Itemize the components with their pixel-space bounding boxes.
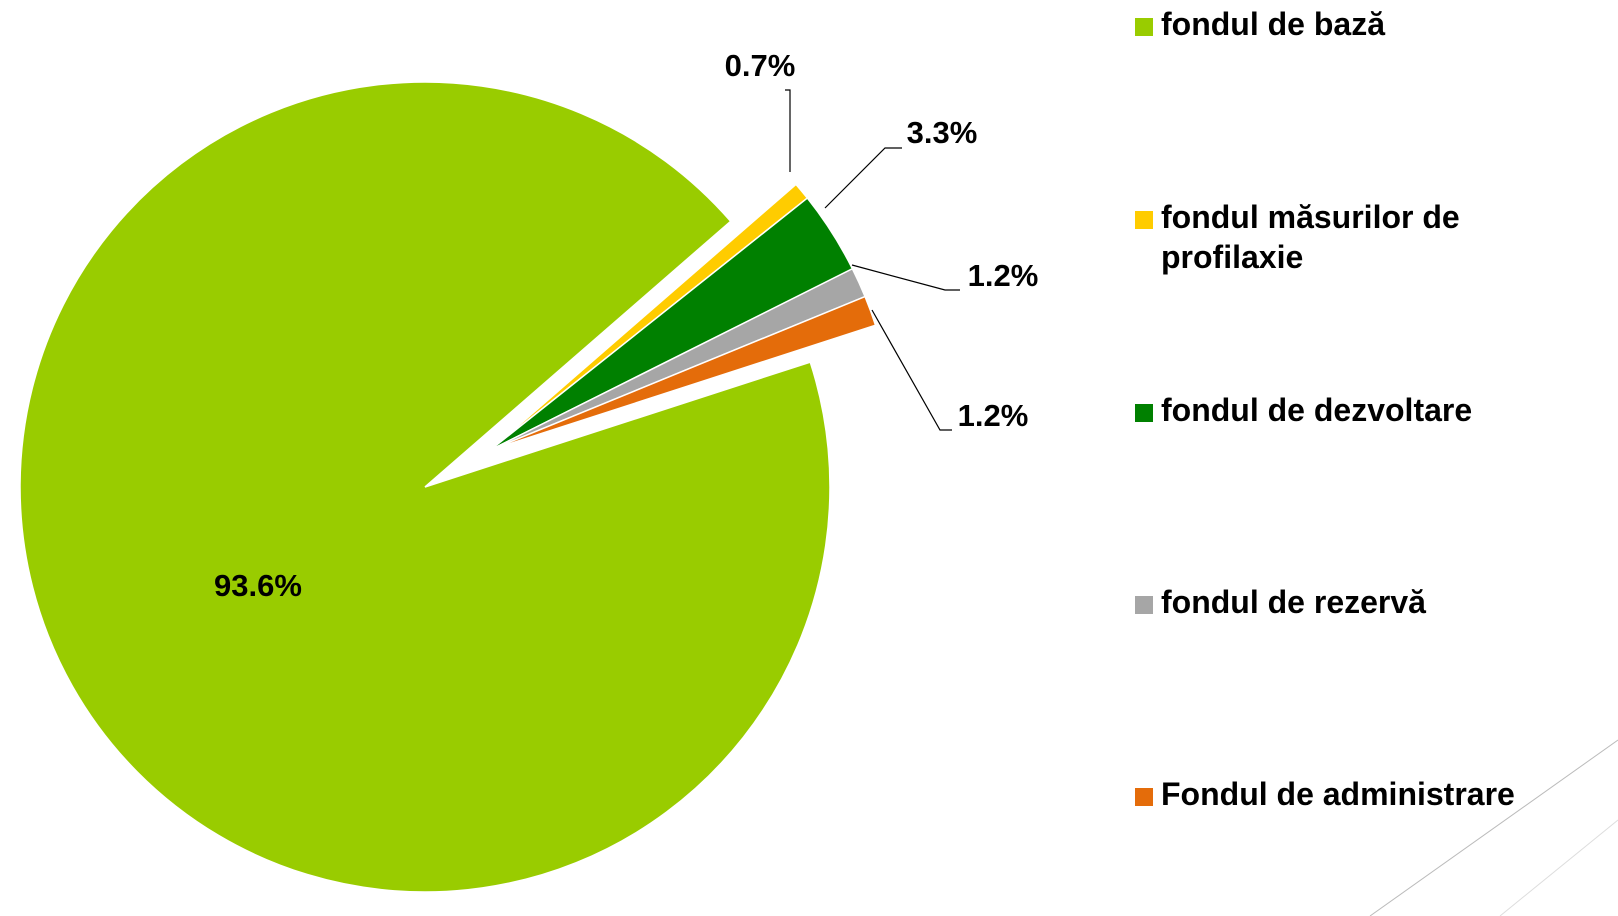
data-label: 93.6% (214, 568, 302, 603)
legend-label: fondul de rezervă (1161, 584, 1426, 620)
leader-line (824, 147, 902, 209)
leader-line (871, 309, 952, 431)
data-label: 0.7% (725, 48, 796, 83)
decor-line (1369, 739, 1618, 916)
legend-item: fondul de dezvoltare (1135, 390, 1575, 430)
legend-label: fondul de bază (1161, 6, 1385, 42)
legend-item: fondul măsurilor de profilaxie (1135, 197, 1515, 277)
leader-line (851, 264, 960, 291)
decor-line (1499, 819, 1618, 916)
legend-swatch (1135, 18, 1153, 36)
pie-slice (19, 81, 831, 893)
legend-item: fondul de rezervă (1135, 582, 1575, 622)
legend-swatch (1135, 596, 1153, 614)
data-label: 3.3% (907, 115, 978, 150)
data-label: 1.2% (968, 258, 1039, 293)
legend-label: fondul de dezvoltare (1161, 392, 1473, 428)
legend-swatch (1135, 788, 1153, 806)
legend-item: Fondul de administrare (1135, 774, 1575, 814)
data-label: 1.2% (958, 398, 1029, 433)
legend-label: Fondul de administrare (1161, 776, 1515, 812)
legend-item: fondul de bază (1135, 4, 1575, 44)
leader-line (785, 89, 791, 172)
legend-swatch (1135, 211, 1153, 229)
pie-slice (490, 295, 877, 451)
legend-label: fondul măsurilor de profilaxie (1161, 199, 1460, 275)
legend-swatch (1135, 404, 1153, 422)
